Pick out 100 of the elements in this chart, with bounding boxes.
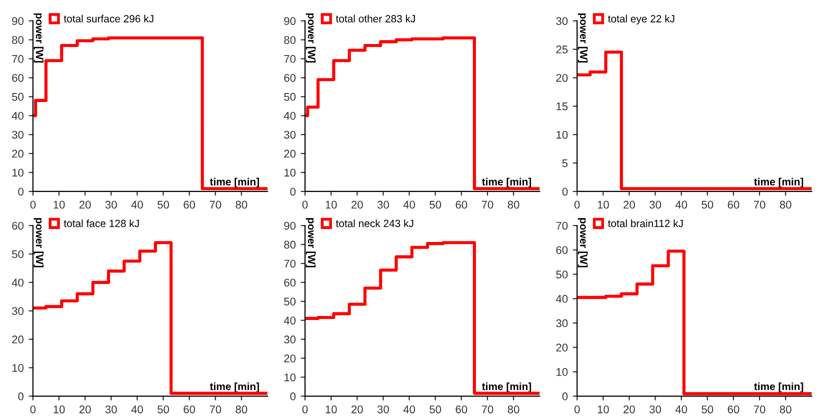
legend-label: total surface 296 kJ <box>64 14 154 22</box>
y-tick-label: 0 <box>18 188 24 196</box>
y-tick-label: 50 <box>12 250 24 258</box>
x-tick-label: 50 <box>158 200 170 209</box>
y-axis-title: power [W] <box>578 218 588 268</box>
x-tick-label: 30 <box>105 405 117 414</box>
y-tick-label: 50 <box>284 92 296 101</box>
x-tick-label: 70 <box>210 200 222 209</box>
y-tick-label: 30 <box>556 17 568 25</box>
y-tick-label: 5 <box>562 159 568 168</box>
x-tick-label: 70 <box>210 405 222 414</box>
x-tick-label: 10 <box>326 405 337 414</box>
y-tick-label: 50 <box>12 92 24 101</box>
x-tick-label: 40 <box>675 200 688 209</box>
y-tick-label: 20 <box>284 150 296 158</box>
y-axis-title: power [W] <box>306 13 316 62</box>
y-tick-label: 0 <box>290 392 296 400</box>
y-tick-label: 60 <box>284 278 296 287</box>
y-axis-title: power [W] <box>578 13 588 62</box>
y-tick-label: 50 <box>284 298 296 306</box>
y-tick-label: 20 <box>12 336 24 344</box>
x-tick-label: 0 <box>574 405 580 414</box>
y-tick-label: 40 <box>556 294 568 303</box>
x-tick-label: 80 <box>236 405 248 414</box>
x-tick-label: 70 <box>482 405 494 414</box>
x-tick-label: 0 <box>574 200 580 209</box>
x-tick-label: 70 <box>754 405 766 414</box>
x-axis-title: time [min] <box>754 178 804 188</box>
x-tick-label: 60 <box>728 405 740 414</box>
y-axis-title: power [W] <box>34 218 44 268</box>
x-tick-label: 80 <box>508 405 520 414</box>
x-tick-label: 20 <box>352 200 363 209</box>
y-tick-label: 0 <box>562 188 568 196</box>
y-tick-label: 60 <box>12 222 24 230</box>
x-tick-label: 40 <box>131 405 143 414</box>
x-axis-title: time [min] <box>754 382 804 392</box>
x-tick-label: 10 <box>54 200 65 209</box>
y-tick-label: 90 <box>284 222 296 230</box>
y-tick-label: 70 <box>12 55 24 63</box>
x-tick-label: 40 <box>131 200 143 209</box>
x-tick-label: 70 <box>482 200 494 209</box>
y-tick-label: 10 <box>284 168 296 177</box>
y-tick-label: 70 <box>284 55 296 63</box>
y-tick-label: 20 <box>12 150 24 158</box>
x-tick-label: 10 <box>598 200 609 209</box>
y-tick-label: 15 <box>556 102 568 110</box>
x-tick-label: 70 <box>754 200 766 209</box>
y-tick-label: 20 <box>284 354 296 362</box>
x-tick-label: 10 <box>54 405 65 414</box>
y-tick-label: 20 <box>556 74 568 82</box>
x-tick-label: 0 <box>30 405 36 414</box>
x-tick-label: 30 <box>650 405 662 414</box>
x-tick-label: 0 <box>30 200 36 209</box>
y-tick-label: 20 <box>556 344 568 352</box>
x-tick-label: 30 <box>650 200 662 209</box>
x-tick-label: 60 <box>184 200 196 209</box>
y-tick-label: 10 <box>284 373 296 382</box>
y-tick-label: 40 <box>12 278 24 287</box>
x-tick-label: 10 <box>326 200 337 209</box>
x-tick-label: 20 <box>79 405 91 414</box>
x-tick-label: 50 <box>702 405 714 414</box>
y-tick-label: 40 <box>12 112 24 120</box>
y-tick-label: 0 <box>562 392 568 400</box>
legend-label: total other 283 kJ <box>336 14 415 22</box>
y-tick-label: 50 <box>556 270 568 278</box>
legend-label: total face 128 kJ <box>64 219 139 228</box>
y-axis-title: power [W] <box>34 13 44 62</box>
x-tick-label: 40 <box>403 405 416 414</box>
x-tick-label: 0 <box>302 200 308 209</box>
x-tick-label: 20 <box>79 200 91 209</box>
x-tick-label: 80 <box>780 405 792 414</box>
y-tick-label: 10 <box>12 168 24 177</box>
y-tick-label: 10 <box>556 368 568 376</box>
x-tick-label: 50 <box>430 200 442 209</box>
x-tick-label: 30 <box>377 405 389 414</box>
y-tick-label: 70 <box>556 222 568 230</box>
x-tick-label: 60 <box>184 405 196 414</box>
x-tick-label: 30 <box>105 200 117 209</box>
x-tick-label: 50 <box>158 405 170 414</box>
y-tick-label: 0 <box>290 188 296 196</box>
y-axis-title: power [W] <box>306 218 316 268</box>
x-tick-label: 0 <box>302 405 308 414</box>
y-tick-label: 30 <box>12 307 24 315</box>
y-tick-label: 60 <box>284 74 296 82</box>
y-tick-label: 60 <box>556 246 568 254</box>
y-tick-label: 30 <box>284 130 296 139</box>
x-tick-label: 20 <box>352 405 363 414</box>
x-tick-label: 80 <box>236 200 248 209</box>
y-tick-label: 0 <box>18 392 24 400</box>
x-tick-label: 40 <box>403 200 416 209</box>
y-tick-label: 80 <box>284 36 296 44</box>
y-tick-label: 30 <box>284 336 296 344</box>
x-tick-label: 60 <box>456 405 468 414</box>
x-tick-label: 10 <box>598 405 609 414</box>
x-tick-label: 60 <box>728 200 740 209</box>
x-tick-label: 20 <box>624 405 635 414</box>
x-axis-title: time [min] <box>482 178 532 188</box>
y-tick-label: 60 <box>12 74 24 82</box>
y-tick-label: 30 <box>12 130 24 139</box>
x-tick-label: 80 <box>780 200 792 209</box>
